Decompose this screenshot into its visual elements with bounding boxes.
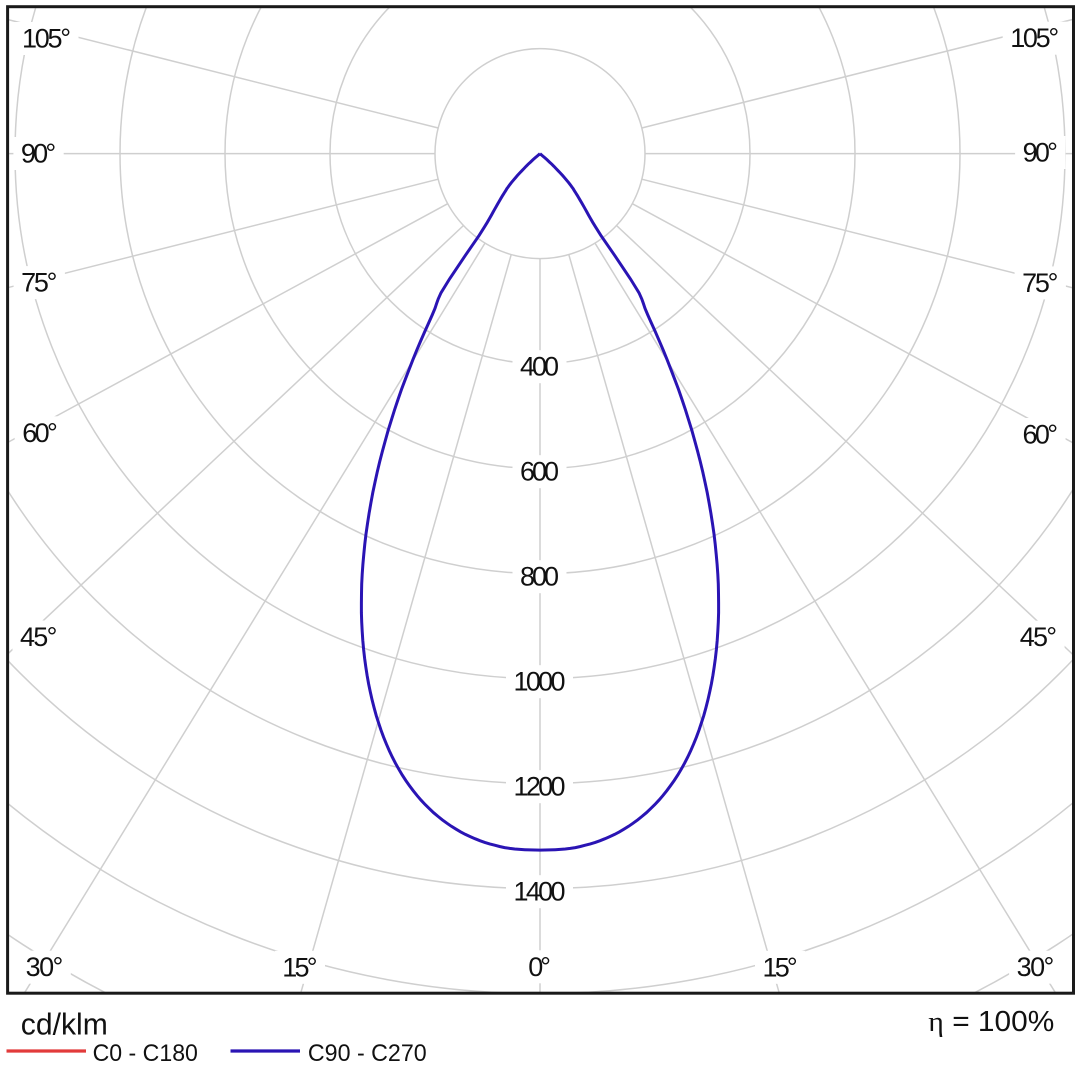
svg-text:90°: 90° — [1023, 138, 1058, 168]
svg-text:15°: 15° — [282, 952, 317, 982]
svg-text:cd/klm: cd/klm — [21, 1007, 108, 1042]
svg-text:800: 800 — [520, 562, 559, 592]
svg-text:15°: 15° — [763, 952, 798, 982]
svg-text:30°: 30° — [26, 952, 64, 982]
svg-text:45°: 45° — [1020, 622, 1057, 652]
svg-text:90°: 90° — [21, 139, 56, 169]
svg-text:1000: 1000 — [514, 667, 566, 697]
svg-text:η = 100%: η = 100% — [928, 1006, 1054, 1038]
svg-text:600: 600 — [520, 457, 559, 487]
svg-text:75°: 75° — [1022, 268, 1058, 298]
svg-text:105°: 105° — [22, 24, 71, 54]
svg-text:400: 400 — [520, 352, 559, 382]
svg-text:1200: 1200 — [514, 772, 566, 802]
svg-text:60°: 60° — [22, 418, 58, 448]
svg-text:45°: 45° — [20, 622, 57, 652]
svg-text:75°: 75° — [21, 268, 57, 298]
svg-text:0°: 0° — [528, 952, 551, 982]
svg-text:C0 - C180: C0 - C180 — [93, 1040, 198, 1067]
svg-text:1400: 1400 — [514, 877, 566, 907]
svg-text:105°: 105° — [1010, 23, 1059, 53]
svg-text:60°: 60° — [1023, 420, 1059, 450]
svg-text:30°: 30° — [1017, 952, 1055, 982]
svg-text:C90 - C270: C90 - C270 — [308, 1040, 427, 1067]
